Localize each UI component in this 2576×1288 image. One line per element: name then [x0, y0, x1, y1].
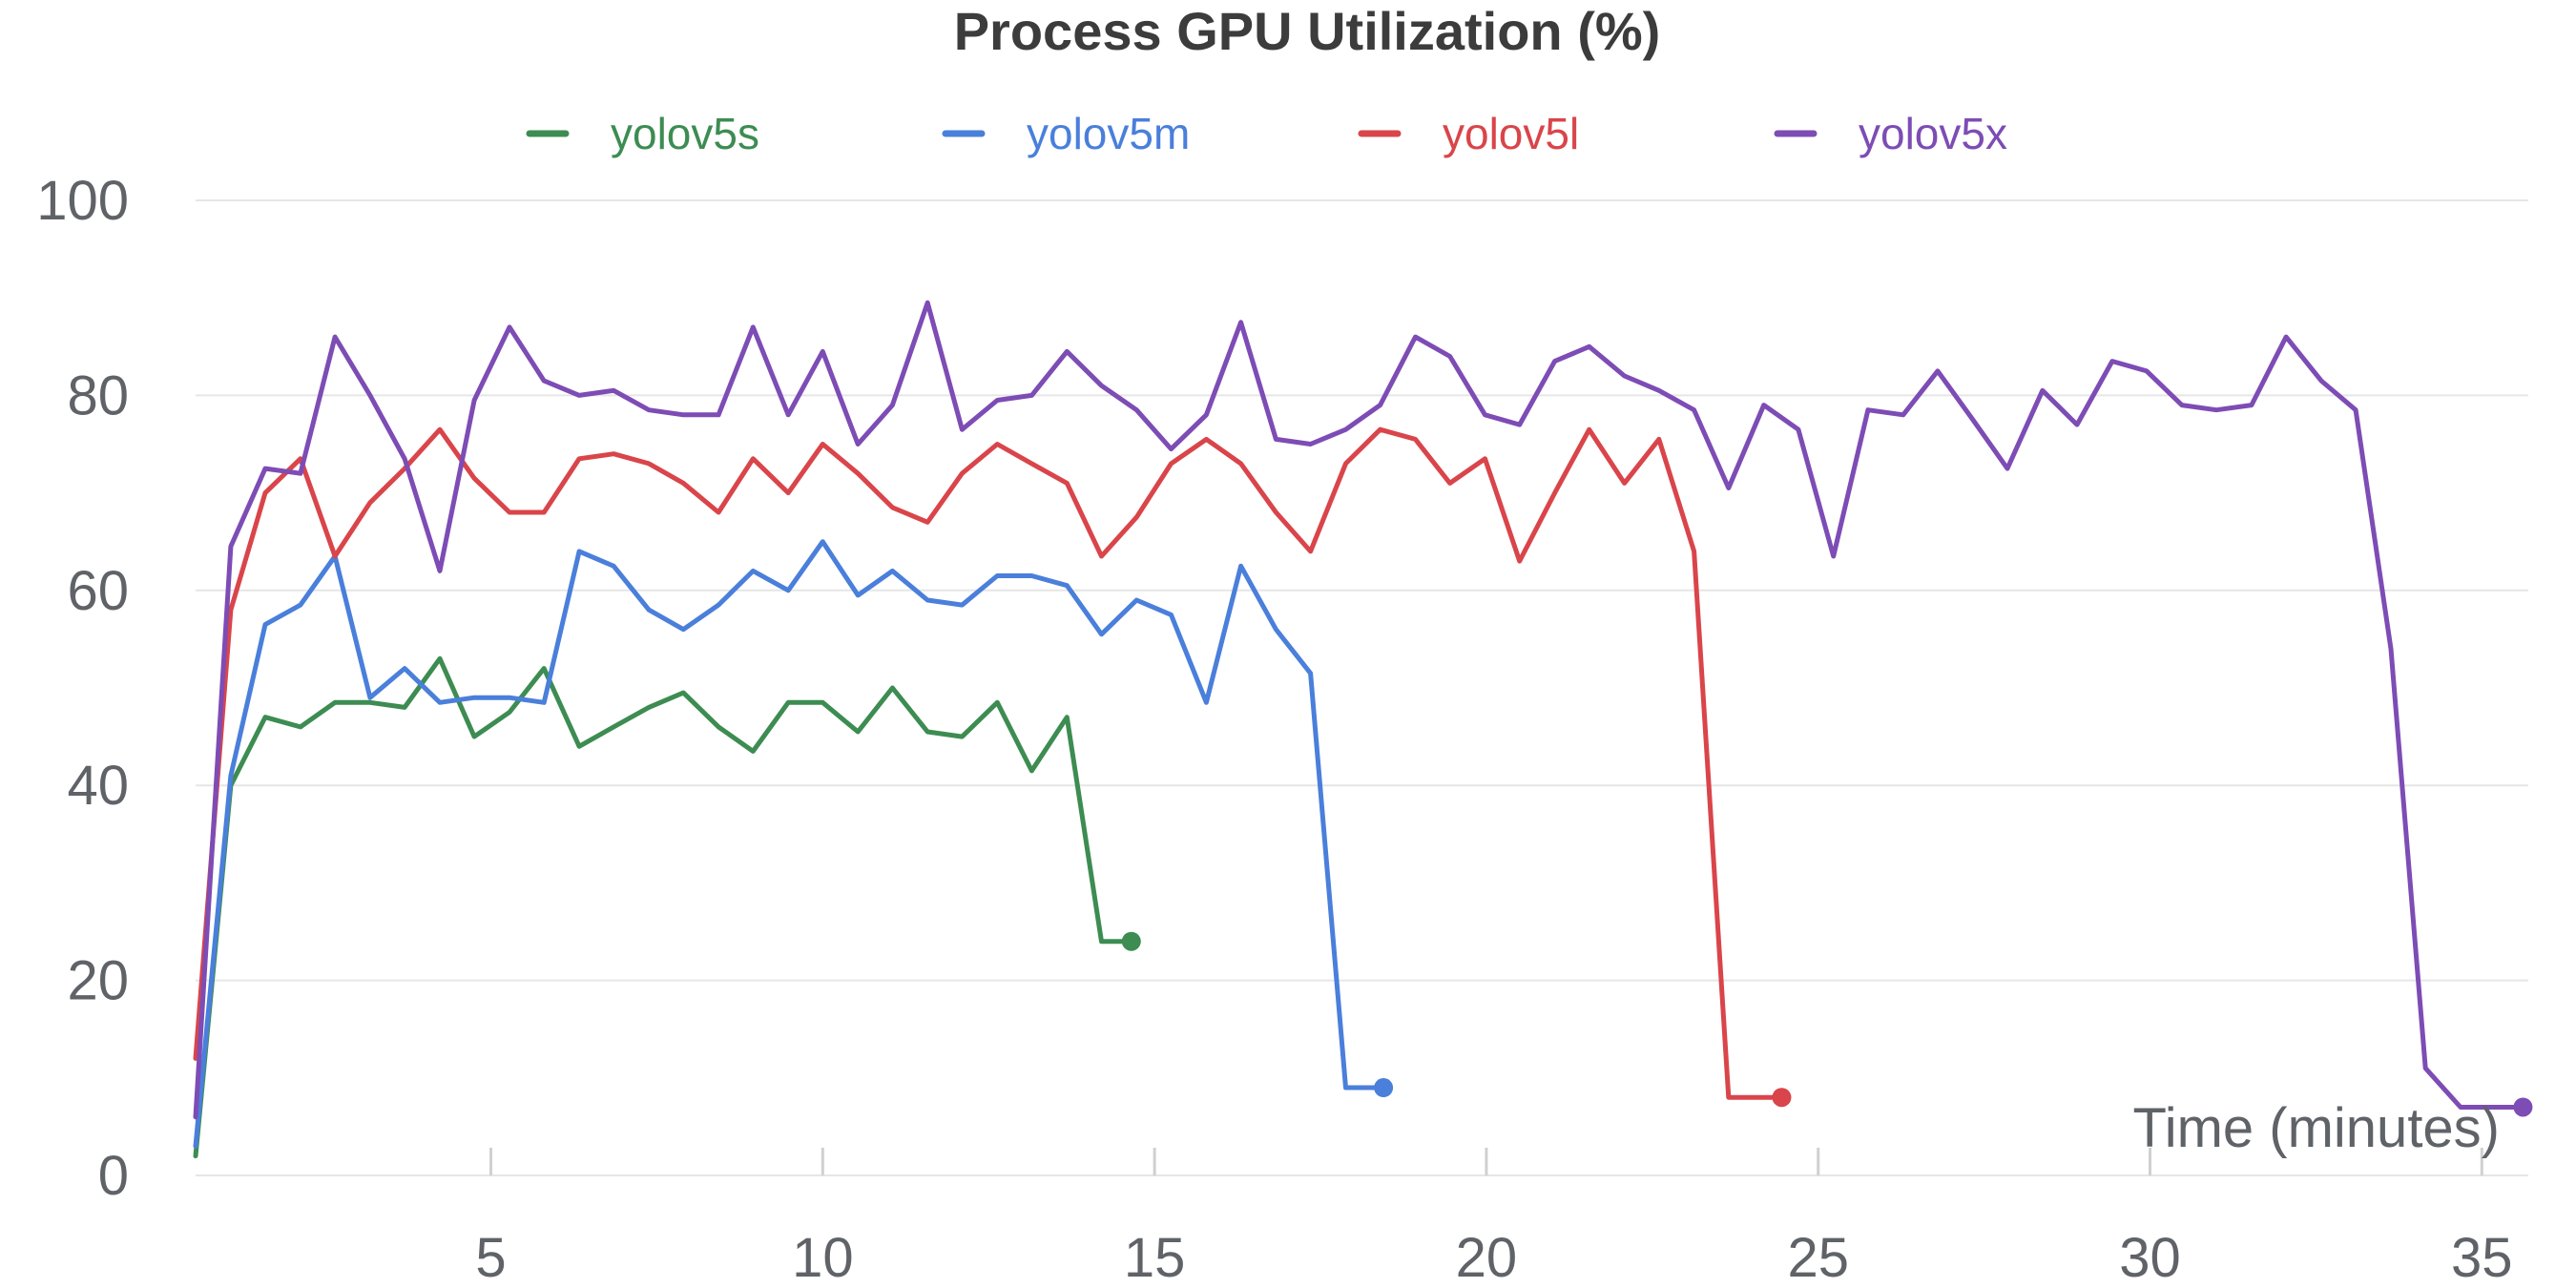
y-tick-label: 100	[36, 170, 129, 232]
series-end-point-yolov5l	[1772, 1088, 1792, 1108]
legend-label-yolov5l: yolov5l	[1443, 109, 1579, 158]
y-tick-label: 20	[67, 950, 129, 1012]
chart-title: Process GPU Utilization (%)	[954, 1, 1661, 61]
y-tick-label: 80	[67, 364, 129, 426]
series-end-point-yolov5m	[1374, 1078, 1394, 1098]
series-line-yolov5x	[193, 300, 2525, 1120]
x-tick-label: 5	[475, 1227, 506, 1288]
x-tick-label: 25	[1787, 1227, 1849, 1288]
x-axis-label: Time (minutes)	[2132, 1097, 2500, 1159]
legend-label-yolov5s: yolov5s	[611, 109, 759, 158]
x-tick-label: 20	[1456, 1227, 1518, 1288]
series-lines	[193, 300, 2533, 1159]
legend-label-yolov5m: yolov5m	[1027, 109, 1190, 158]
x-tick-label: 15	[1124, 1227, 1186, 1288]
legend-label-yolov5x: yolov5x	[1859, 109, 2007, 158]
x-tick-label: 30	[2119, 1227, 2181, 1288]
legend: yolov5s yolov5m yolov5l yolov5x	[526, 109, 2007, 158]
series-line-yolov5s	[193, 655, 1134, 1159]
series-line-yolov5l	[193, 426, 1784, 1100]
y-axis-ticks: 0 20 40 60 80 100	[36, 170, 129, 1207]
y-tick-label: 60	[67, 560, 129, 622]
series-line-yolov5m	[193, 539, 1386, 1149]
y-tick-label: 40	[67, 755, 129, 817]
series-end-point-yolov5x	[2513, 1097, 2533, 1117]
series-end-point-yolov5s	[1121, 931, 1141, 951]
x-axis-ticks: 5 10 15 20 25 30 35	[475, 1148, 2513, 1288]
y-tick-label: 0	[98, 1145, 129, 1207]
x-tick-label: 35	[2451, 1227, 2513, 1288]
grid-lines	[196, 199, 2528, 1176]
x-tick-label: 10	[792, 1227, 854, 1288]
